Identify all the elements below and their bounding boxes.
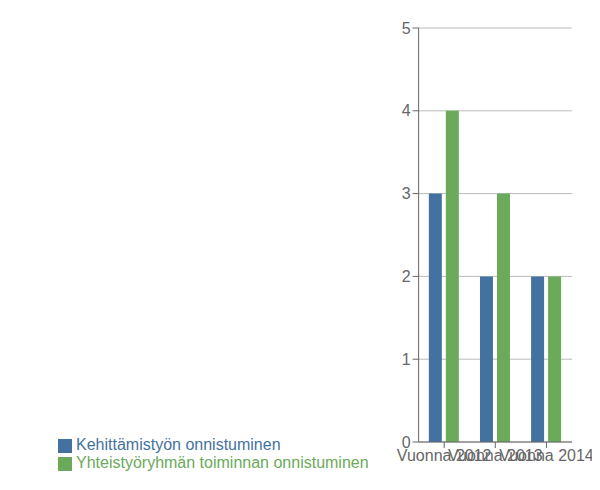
svg-text:2: 2 [402, 268, 411, 285]
svg-text:4: 4 [402, 102, 411, 119]
svg-text:0: 0 [402, 434, 411, 451]
svg-text:Vuonna 2012: Vuonna 2012 [396, 447, 492, 465]
html-text:Kehittämistyön onnistuminen: Kehittämistyön onnistuminen [76, 436, 281, 453]
svg-text:Vuonna 2013: Vuonna 2013 [448, 447, 543, 465]
svg-text:1: 1 [402, 351, 411, 368]
svg-text:5: 5 [402, 20, 411, 37]
svg-text:Vuonna 2014: Vuonna 2014 [499, 447, 592, 464]
svg-text:3: 3 [402, 185, 411, 202]
html-text:Yhteistyöryhmän toiminnan onni: Yhteistyöryhmän toiminnan onnistuminen [76, 454, 369, 471]
